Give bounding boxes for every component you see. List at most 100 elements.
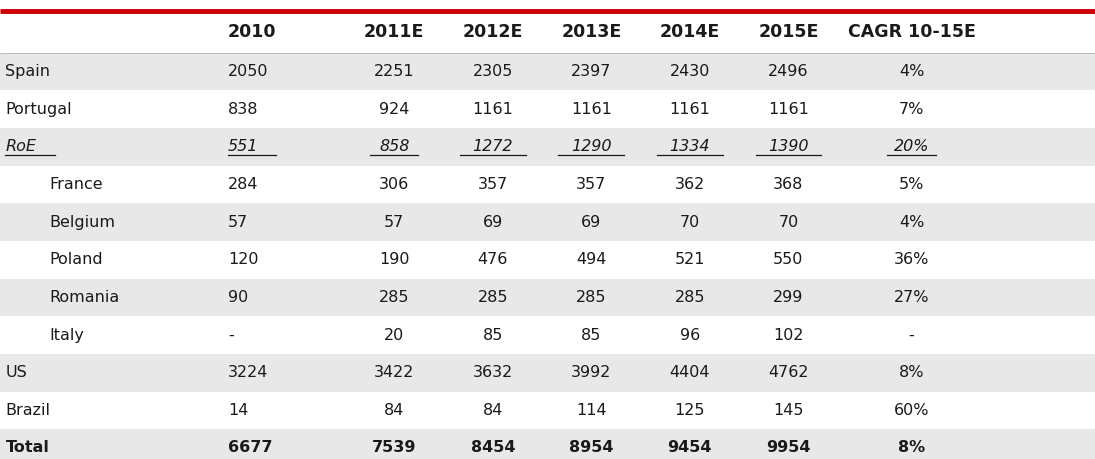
Text: 84: 84 — [384, 403, 404, 418]
Text: 70: 70 — [680, 215, 700, 230]
Text: 285: 285 — [379, 290, 410, 305]
Text: 60%: 60% — [894, 403, 930, 418]
Text: 57: 57 — [228, 215, 247, 230]
Text: 69: 69 — [483, 215, 503, 230]
Bar — [0, 203, 1095, 241]
Text: France: France — [49, 177, 103, 192]
Text: 306: 306 — [379, 177, 410, 192]
Text: 2050: 2050 — [228, 64, 268, 79]
Text: -: - — [909, 328, 914, 342]
Text: 476: 476 — [477, 252, 508, 267]
Text: 2251: 2251 — [373, 64, 415, 79]
Text: 69: 69 — [581, 215, 601, 230]
Text: 1161: 1161 — [768, 102, 809, 117]
Bar — [0, 241, 1095, 279]
Text: 2014E: 2014E — [659, 23, 721, 41]
Text: Total: Total — [5, 441, 49, 455]
Text: 1334: 1334 — [670, 140, 710, 154]
Text: 114: 114 — [576, 403, 607, 418]
Text: 1272: 1272 — [473, 140, 512, 154]
Text: 85: 85 — [581, 328, 601, 342]
Text: 14: 14 — [228, 403, 249, 418]
Text: 8454: 8454 — [471, 441, 515, 455]
Text: 9954: 9954 — [766, 441, 810, 455]
Text: 190: 190 — [379, 252, 410, 267]
Text: 1390: 1390 — [769, 140, 808, 154]
Text: 1161: 1161 — [669, 102, 711, 117]
Bar — [0, 429, 1095, 459]
Text: 4404: 4404 — [670, 365, 710, 380]
Text: 2496: 2496 — [769, 64, 808, 79]
Text: 924: 924 — [379, 102, 410, 117]
Text: 84: 84 — [483, 403, 503, 418]
Text: 2011E: 2011E — [364, 23, 425, 41]
Text: 1290: 1290 — [572, 140, 611, 154]
Text: 2305: 2305 — [473, 64, 512, 79]
Text: 5%: 5% — [899, 177, 924, 192]
Text: 7539: 7539 — [372, 441, 416, 455]
Bar — [0, 53, 1095, 90]
Text: 70: 70 — [779, 215, 798, 230]
Text: 57: 57 — [384, 215, 404, 230]
Text: 2013E: 2013E — [561, 23, 622, 41]
Text: Portugal: Portugal — [5, 102, 72, 117]
Text: 4762: 4762 — [769, 365, 808, 380]
Text: 9454: 9454 — [668, 441, 712, 455]
Text: 6677: 6677 — [228, 441, 273, 455]
Text: US: US — [5, 365, 27, 380]
Text: 3632: 3632 — [473, 365, 512, 380]
Text: 357: 357 — [576, 177, 607, 192]
Text: 8954: 8954 — [569, 441, 613, 455]
Text: 2015E: 2015E — [758, 23, 819, 41]
Text: 8%: 8% — [899, 365, 924, 380]
Text: 838: 838 — [228, 102, 258, 117]
Text: 3224: 3224 — [228, 365, 268, 380]
Bar — [0, 354, 1095, 392]
Text: 102: 102 — [773, 328, 804, 342]
Text: Poland: Poland — [49, 252, 103, 267]
Text: 90: 90 — [228, 290, 247, 305]
Text: Romania: Romania — [49, 290, 119, 305]
Text: 2010: 2010 — [228, 23, 276, 41]
Text: 8%: 8% — [898, 441, 925, 455]
Text: Belgium: Belgium — [49, 215, 115, 230]
Text: 3422: 3422 — [374, 365, 414, 380]
Text: Spain: Spain — [5, 64, 50, 79]
Text: 3992: 3992 — [572, 365, 611, 380]
Text: 120: 120 — [228, 252, 258, 267]
Text: 20: 20 — [384, 328, 404, 342]
Text: 551: 551 — [228, 140, 258, 154]
Text: 362: 362 — [675, 177, 705, 192]
Text: 357: 357 — [477, 177, 508, 192]
Text: 85: 85 — [483, 328, 503, 342]
Text: 96: 96 — [680, 328, 700, 342]
Text: -: - — [228, 328, 233, 342]
Text: 299: 299 — [773, 290, 804, 305]
Bar — [0, 90, 1095, 128]
Text: RoE: RoE — [5, 140, 36, 154]
Bar — [0, 316, 1095, 354]
Text: 27%: 27% — [894, 290, 930, 305]
Text: 1161: 1161 — [570, 102, 612, 117]
Text: 284: 284 — [228, 177, 258, 192]
Text: 4%: 4% — [899, 215, 924, 230]
Text: 125: 125 — [675, 403, 705, 418]
Bar — [0, 166, 1095, 203]
Text: 1161: 1161 — [472, 102, 514, 117]
Text: 7%: 7% — [899, 102, 924, 117]
Bar — [0, 128, 1095, 166]
Text: 494: 494 — [576, 252, 607, 267]
Text: 20%: 20% — [894, 140, 930, 154]
Text: 285: 285 — [477, 290, 508, 305]
Text: 521: 521 — [675, 252, 705, 267]
Text: Brazil: Brazil — [5, 403, 50, 418]
Bar — [0, 392, 1095, 429]
Text: 4%: 4% — [899, 64, 924, 79]
Bar — [0, 279, 1095, 316]
Bar — [0, 11, 1095, 53]
Text: 2012E: 2012E — [462, 23, 523, 41]
Text: 145: 145 — [773, 403, 804, 418]
Text: 285: 285 — [576, 290, 607, 305]
Text: CAGR 10-15E: CAGR 10-15E — [848, 23, 976, 41]
Text: 285: 285 — [675, 290, 705, 305]
